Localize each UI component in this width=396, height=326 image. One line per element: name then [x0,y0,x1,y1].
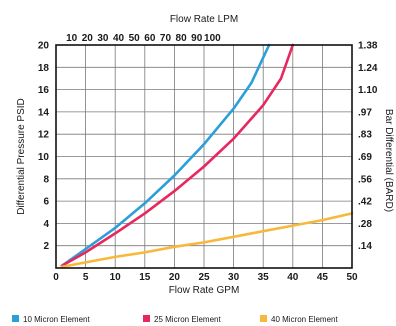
y-right-tick-label: .42 [358,197,372,208]
x-top-tick-label: 40 [113,33,125,44]
x-bottom-tick-label: 45 [317,272,329,283]
x-bottom-tick-label: 35 [258,272,270,283]
x-top-tick-label: 10 [66,33,78,44]
y-right-tick-label: .97 [358,107,372,118]
y-left-tick-label: 18 [38,63,50,74]
series-line-3 [60,212,354,269]
x-bottom-tick-label: 0 [53,272,59,283]
legend-label-3: 40 Micron Element [271,315,338,324]
y-left-tick-label: 2 [43,241,49,252]
x-bottom-tick-label: 20 [169,272,181,283]
x-top-tick-label: 50 [129,33,141,44]
series-lines [60,43,354,269]
y-left-tick-label: 4 [43,219,49,230]
y-right-tick-label: 1.38 [358,41,378,52]
y-right-tick-label: 1.24 [358,63,378,74]
y-left-tick-label: 16 [38,85,50,96]
y-right-tick-label: .14 [358,241,372,252]
y-left-tick-label: 10 [38,152,50,163]
legend-label-1: 10 Micron Element [23,315,90,324]
x-bottom-tick-label: 15 [139,272,151,283]
x-bottom-tick-label: 50 [346,272,358,283]
x-top-axis-title: Flow Rate LPM [170,14,238,25]
x-top-tick-label: 30 [97,33,109,44]
x-top-tick-label: 80 [176,33,188,44]
x-top-tick-label: 60 [144,33,156,44]
grid-lines [56,45,352,268]
y-left-tick-label: 12 [38,130,50,141]
x-top-tick-label: 70 [160,33,172,44]
plot-border [55,44,353,269]
y-right-tick-label: .69 [358,152,372,163]
series-line-1 [60,43,271,268]
y-right-tick-label: .83 [358,130,372,141]
y-left-axis-title: Differential Pressure PSID [16,98,27,215]
y-right-tick-label: .56 [358,174,372,185]
legend: 10 Micron Element 25 Micron Element 40 Mic… [12,315,338,324]
series-line-2 [60,43,295,268]
x-top-tick-label: 20 [82,33,94,44]
x-bottom-tick-label: 40 [287,272,299,283]
y-right-tick-label: .28 [358,219,372,230]
x-bottom-axis-title: Flow Rate GPM [169,285,240,296]
legend-swatch-2 [143,315,150,322]
legend-swatch-1 [12,315,19,322]
legend-label-2: 25 Micron Element [154,315,221,324]
y-left-tick-label: 14 [38,107,50,118]
plot-frame [55,44,353,269]
y-left-tick-label: 6 [43,197,49,208]
x-top-tick-label: 100 [204,33,221,44]
x-bottom-tick-label: 25 [198,272,210,283]
y-left-tick-label: 20 [38,41,50,52]
x-bottom-tick-label: 30 [228,272,240,283]
y-left-tick-label: 8 [43,174,49,185]
x-top-tick-label: 90 [191,33,203,44]
y-right-tick-label: 1.10 [358,85,378,96]
legend-swatch-3 [260,315,267,322]
y-right-axis-title: Bar Differential (BARD) [383,109,394,212]
x-bottom-tick-label: 5 [83,272,89,283]
x-bottom-tick-label: 10 [110,272,122,283]
